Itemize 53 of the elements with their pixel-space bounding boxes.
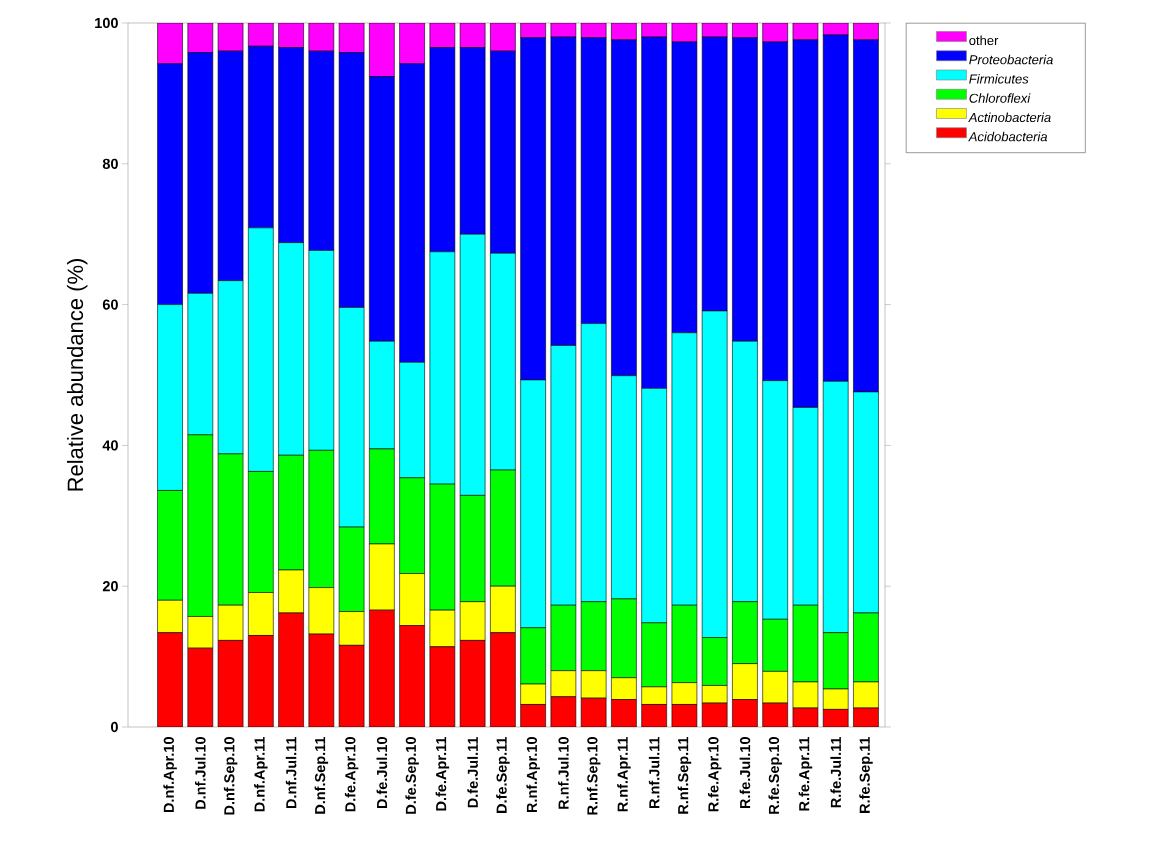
x-tick-label: R.nf.Apr.11 <box>617 736 631 812</box>
y-tick-label: 20 <box>102 581 118 592</box>
bar <box>520 704 546 727</box>
x-tick-label: R.fe.Apr.11 <box>798 736 813 811</box>
legend-label: Acidobacteria <box>968 131 1048 142</box>
x-tick-label: D.nf.Sep.10 <box>223 737 238 815</box>
bar <box>611 699 637 727</box>
text: Proteobacteria <box>969 54 1053 65</box>
y-tick-label: 40 <box>102 440 118 451</box>
x-tick-label: D.fe.Jul.10 <box>376 737 388 809</box>
x-tick-label: R.nf.Sep.10 <box>586 737 601 815</box>
bar <box>460 640 486 727</box>
bar <box>369 610 395 727</box>
x-tick-label: D.fe.Apr.10 <box>344 737 359 812</box>
x-tick-label: R.fe.Apr.10 <box>707 737 722 812</box>
x-tick-label: D.fe.Sep.10 <box>405 737 419 814</box>
x-tick-label: R.fe.Sep.11 <box>859 736 873 813</box>
legend-label: Firmicutes <box>969 74 1029 84</box>
y-tick-label: 60 <box>102 299 118 310</box>
x-tick-label: R.nf.Apr.10 <box>526 737 540 813</box>
x-tick-label: D.nf.Jul.10 <box>195 737 206 809</box>
bar <box>429 646 455 727</box>
x-tick-label: D.nf.Apr.10 <box>163 737 177 813</box>
bar <box>308 634 334 727</box>
bar <box>218 640 244 727</box>
x-tick-label: R.nf.Jul.11 <box>648 736 660 809</box>
bar <box>490 632 516 727</box>
x-tick-label: R.nf.Sep.11 <box>677 736 692 814</box>
x-tick-label: R.nf.Jul.10 <box>558 737 569 809</box>
bar <box>248 635 274 727</box>
x-tick-label: D.nf.Apr.11 <box>254 736 268 812</box>
y-tick-label: 0 <box>111 721 118 733</box>
legend-label: Chloroflexi <box>969 93 1031 103</box>
y-tick-label: 100 <box>95 17 118 29</box>
y-tick-label: 80 <box>102 158 118 169</box>
x-tick-label: D.nf.Sep.11 <box>314 736 329 814</box>
bar <box>187 648 213 727</box>
x-tick-label: R.fe.Jul.11 <box>830 736 842 808</box>
x-tick-label: R.fe.Sep.10 <box>768 737 782 814</box>
bar <box>399 625 425 727</box>
x-tick-label: D.fe.Apr.11 <box>435 736 450 811</box>
bar <box>278 612 304 727</box>
bar <box>339 645 365 727</box>
x-tick-label: R.fe.Jul.10 <box>739 737 751 809</box>
bar <box>732 699 758 727</box>
bar <box>157 632 183 727</box>
legend-label: Actinobacteria <box>968 112 1051 123</box>
x-tick-label: D.fe.Sep.11 <box>496 736 510 813</box>
bar <box>641 704 667 727</box>
x-tick-label: D.nf.Jul.11 <box>285 736 297 809</box>
legend-label: other <box>969 35 999 46</box>
x-tick-label: D.fe.Jul.11 <box>467 736 478 808</box>
y-axis-title: Relative abundance (%) <box>66 259 88 491</box>
